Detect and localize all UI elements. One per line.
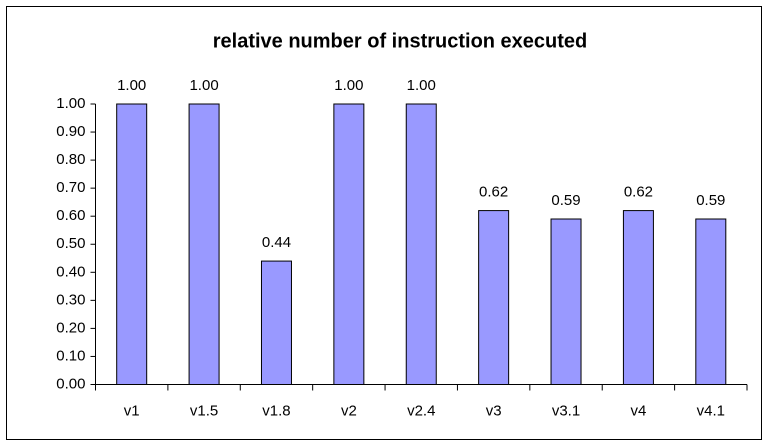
bar [622,210,654,385]
y-tick-label: 1.00 [56,95,85,112]
value-label: 1.00 [117,77,146,94]
value-label: 0.62 [624,184,653,201]
y-tick-label: 0.10 [56,347,85,364]
y-tick-label: 0.60 [56,207,85,224]
x-tick-label: v3 [486,402,502,419]
bar [333,103,365,385]
value-label: 0.44 [262,234,291,251]
bar [188,103,220,385]
value-label: 1.00 [334,77,363,94]
y-tick-label: 0.90 [56,123,85,140]
y-tick-label: 0.40 [56,263,85,280]
value-label: 0.59 [551,192,580,209]
x-tick-label: v2 [341,402,357,419]
value-label: 1.00 [407,77,436,94]
bar [116,103,148,385]
x-tick-label: v1.5 [190,402,218,419]
bar [260,260,292,385]
x-tick-label: v2.4 [407,402,435,419]
y-tick-label: 0.80 [56,151,85,168]
x-tick-label: v1.8 [262,402,290,419]
value-label: 0.59 [696,192,725,209]
x-tick-label: v3.1 [552,402,580,419]
y-tick-label: 0.20 [56,319,85,336]
y-tick-label: 0.30 [56,291,85,308]
y-tick-label: 0.70 [56,179,85,196]
bar [405,103,437,385]
x-tick-label: v4.1 [697,402,725,419]
bar [695,218,727,385]
y-tick-label: 0.00 [56,375,85,392]
value-label: 1.00 [189,77,218,94]
bar [550,218,582,385]
x-tick-label: v1 [124,402,140,419]
value-label: 0.62 [479,184,508,201]
chart-title: relative number of instruction executed [213,30,588,52]
y-tick-label: 0.50 [56,235,85,252]
x-tick-label: v4 [630,402,646,419]
bar [478,210,510,385]
